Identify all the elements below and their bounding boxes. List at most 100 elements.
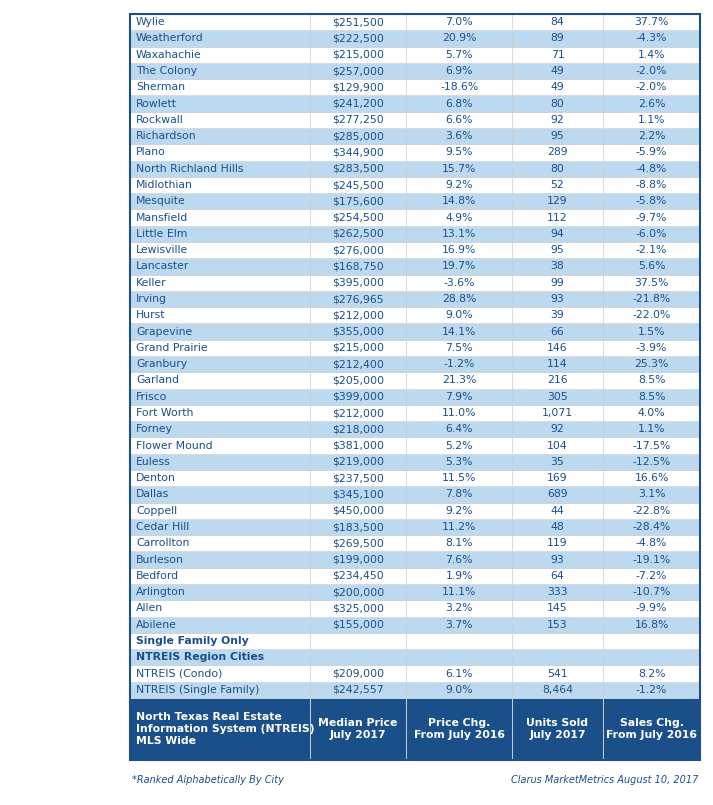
- Text: 112: 112: [547, 213, 568, 222]
- Text: 2.2%: 2.2%: [638, 131, 665, 141]
- Text: -22.0%: -22.0%: [632, 310, 671, 320]
- Bar: [130, 470, 309, 486]
- Bar: [309, 617, 406, 633]
- Text: 94: 94: [550, 229, 565, 239]
- Text: 80: 80: [550, 163, 565, 174]
- Bar: [512, 682, 603, 698]
- Text: 305: 305: [547, 392, 568, 402]
- Bar: [603, 128, 700, 144]
- Bar: [512, 568, 603, 584]
- Bar: [603, 63, 700, 79]
- Text: $450,000: $450,000: [332, 506, 384, 516]
- Bar: [406, 649, 512, 666]
- Bar: [406, 698, 512, 760]
- Text: 71: 71: [550, 50, 565, 60]
- Bar: [406, 437, 512, 454]
- Text: Grand Prairie: Grand Prairie: [136, 343, 207, 353]
- Text: 84: 84: [550, 17, 565, 27]
- Bar: [512, 63, 603, 79]
- Bar: [512, 275, 603, 291]
- Text: Irving: Irving: [136, 294, 167, 304]
- Text: 5.3%: 5.3%: [446, 457, 473, 467]
- Bar: [130, 14, 700, 760]
- Text: $218,000: $218,000: [332, 424, 384, 434]
- Bar: [603, 291, 700, 308]
- Text: $325,000: $325,000: [332, 604, 384, 613]
- Text: $205,000: $205,000: [332, 375, 384, 386]
- Bar: [309, 356, 406, 372]
- Bar: [512, 291, 603, 308]
- Text: $241,200: $241,200: [332, 98, 384, 109]
- Text: 14.1%: 14.1%: [442, 327, 476, 336]
- Text: $219,000: $219,000: [332, 457, 384, 467]
- Bar: [406, 160, 512, 177]
- Text: -4.3%: -4.3%: [636, 34, 667, 43]
- Text: -18.6%: -18.6%: [440, 82, 478, 93]
- Text: $212,000: $212,000: [332, 408, 384, 418]
- Bar: [603, 209, 700, 225]
- Bar: [512, 209, 603, 225]
- Bar: [512, 535, 603, 551]
- Text: -4.8%: -4.8%: [636, 163, 667, 174]
- Bar: [309, 324, 406, 340]
- Bar: [130, 617, 309, 633]
- Bar: [406, 308, 512, 324]
- Text: 146: 146: [547, 343, 568, 353]
- Bar: [130, 666, 309, 682]
- Text: 20.9%: 20.9%: [442, 34, 476, 43]
- Text: 7.5%: 7.5%: [446, 343, 473, 353]
- Text: 9.0%: 9.0%: [446, 310, 473, 320]
- Text: -3.9%: -3.9%: [636, 343, 667, 353]
- Text: 5.6%: 5.6%: [638, 262, 665, 271]
- Text: Little Elm: Little Elm: [136, 229, 188, 239]
- Bar: [130, 47, 309, 63]
- Text: 7.8%: 7.8%: [446, 489, 473, 499]
- Text: 49: 49: [550, 82, 565, 93]
- Bar: [406, 633, 512, 649]
- Text: $155,000: $155,000: [332, 620, 384, 630]
- Text: 9.2%: 9.2%: [446, 180, 473, 190]
- Text: 8.5%: 8.5%: [638, 392, 665, 402]
- Bar: [603, 372, 700, 389]
- Bar: [603, 601, 700, 617]
- Text: -12.5%: -12.5%: [632, 457, 671, 467]
- Bar: [309, 63, 406, 79]
- Text: -22.8%: -22.8%: [632, 506, 671, 516]
- Text: Wylie: Wylie: [136, 17, 165, 27]
- Text: 541: 541: [547, 669, 568, 679]
- Bar: [130, 291, 309, 308]
- Text: 8,464: 8,464: [542, 685, 573, 695]
- Bar: [406, 209, 512, 225]
- Text: Coppell: Coppell: [136, 506, 177, 516]
- Text: -8.8%: -8.8%: [636, 180, 667, 190]
- Bar: [512, 96, 603, 112]
- Text: 169: 169: [547, 473, 568, 483]
- Bar: [406, 128, 512, 144]
- Text: The Colony: The Colony: [136, 66, 197, 76]
- Bar: [406, 291, 512, 308]
- Bar: [512, 502, 603, 519]
- Text: 14.8%: 14.8%: [442, 196, 476, 206]
- Text: $199,000: $199,000: [332, 555, 384, 564]
- Bar: [309, 584, 406, 601]
- Text: Abilene: Abilene: [136, 620, 177, 630]
- Bar: [512, 177, 603, 193]
- Text: 8.5%: 8.5%: [638, 375, 665, 386]
- Text: *Ranked Alphabetically By City: *Ranked Alphabetically By City: [132, 775, 284, 785]
- Bar: [309, 698, 406, 760]
- Bar: [130, 584, 309, 601]
- Bar: [603, 193, 700, 209]
- Text: -21.8%: -21.8%: [632, 294, 671, 304]
- Bar: [309, 144, 406, 160]
- Bar: [603, 437, 700, 454]
- Bar: [130, 225, 309, 242]
- Bar: [309, 193, 406, 209]
- Text: 95: 95: [550, 131, 565, 141]
- Text: $257,000: $257,000: [332, 66, 384, 76]
- Text: 11.0%: 11.0%: [442, 408, 476, 418]
- Bar: [603, 666, 700, 682]
- Text: Forney: Forney: [136, 424, 173, 434]
- Bar: [406, 568, 512, 584]
- Bar: [512, 649, 603, 666]
- Text: 5.2%: 5.2%: [446, 440, 473, 451]
